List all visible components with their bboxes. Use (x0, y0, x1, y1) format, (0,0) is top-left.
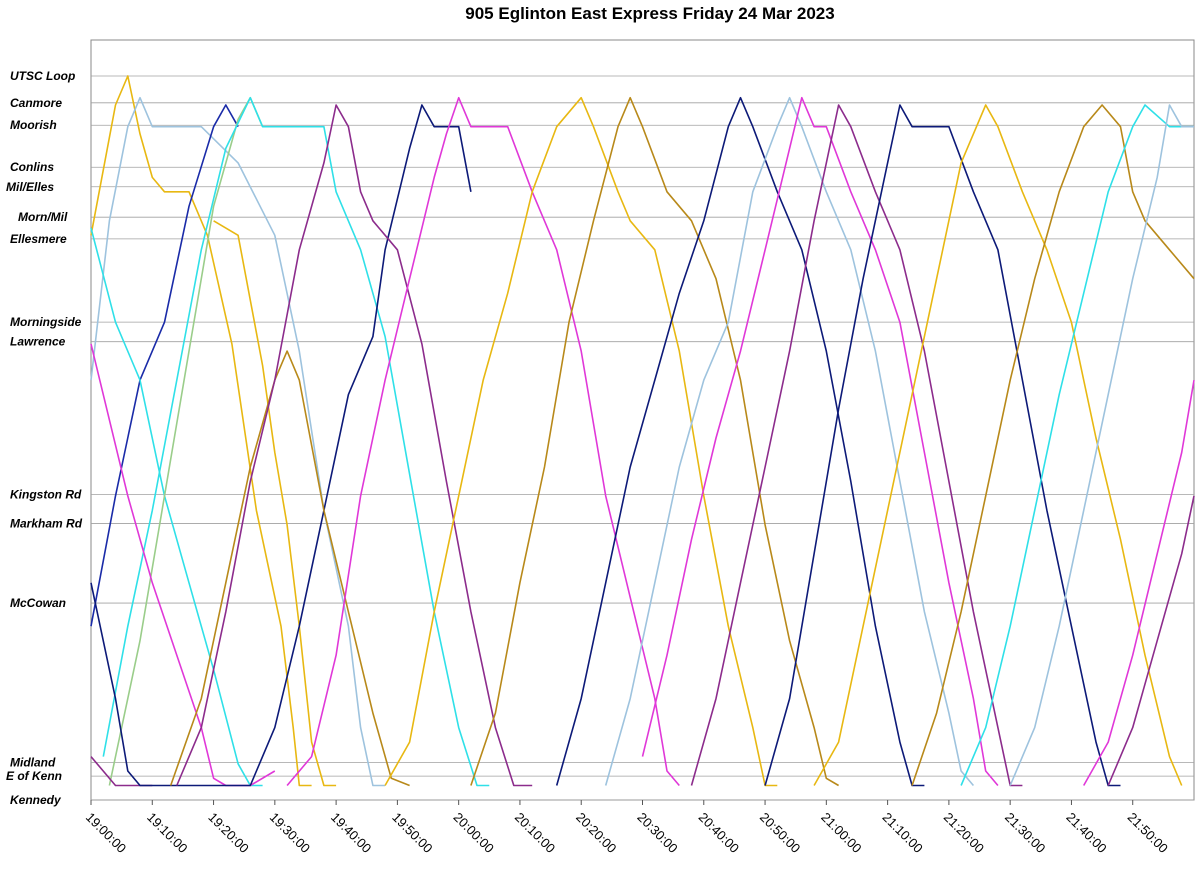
vehicle-trip-line (176, 104, 533, 787)
vehicle-trip-line (384, 96, 778, 787)
x-tick-label: 21:50:00 (1125, 810, 1171, 856)
vehicle-trip-line (1107, 495, 1195, 786)
x-tick-label: 21:40:00 (1063, 810, 1109, 856)
stop-label: Kingston Rd (10, 487, 82, 501)
vehicle-trip-line (169, 350, 410, 787)
stop-label: Morningside (10, 315, 82, 329)
stop-label: Mil/Elles (6, 180, 54, 194)
stop-labels: UTSC Loop Canmore Moorish Conlins Mil/Elles M… (6, 69, 83, 807)
x-tick-label: 19:50:00 (389, 810, 435, 856)
x-tick-label: 20:30:00 (634, 810, 680, 856)
plot-area-border (90, 39, 1195, 801)
x-tick-label: 21:30:00 (1002, 810, 1048, 856)
stop-label: Moorish (10, 118, 57, 132)
vehicle-trip-line (90, 104, 472, 787)
stop-label: Canmore (10, 96, 62, 110)
grid-lines (91, 75, 1194, 801)
vehicle-trip-line (213, 220, 337, 787)
vehicle-trip-line (90, 104, 239, 627)
chart-title: 905 Eglinton East Express Friday 24 Mar … (465, 4, 835, 23)
vehicle-trip-line (764, 104, 1121, 787)
x-tick-labels: 19:00:00 19:10:00 19:20:00 19:30:00 19:40:00… (83, 800, 1171, 856)
vehicle-trip-line (960, 104, 1194, 786)
series-lines (90, 75, 1195, 787)
vehicle-trip-line (90, 227, 263, 787)
stop-label: Lawrence (10, 335, 66, 349)
vehicle-trip-line (102, 96, 490, 787)
stop-label: Conlins (10, 160, 54, 174)
stop-label: Kennedy (10, 793, 62, 807)
stop-label: E of Kenn (6, 769, 62, 783)
x-tick-label: 20:50:00 (757, 810, 803, 856)
x-tick-label: 21:00:00 (818, 810, 864, 856)
vehicle-trip-line (1009, 104, 1194, 786)
x-tick-label: 19:30:00 (267, 810, 313, 856)
vehicle-trip-line (690, 104, 1023, 787)
stop-label: UTSC Loop (10, 69, 75, 83)
x-tick-label: 20:20:00 (573, 810, 619, 856)
x-tick-label: 21:20:00 (941, 810, 987, 856)
stop-label: Markham Rd (10, 516, 83, 530)
vehicle-trip-line (555, 96, 925, 787)
vehicle-trip-line (641, 96, 999, 787)
vehicle-trip-line (90, 756, 153, 787)
vehicle-trip-line (813, 104, 1183, 786)
vehicle-trip-line (470, 96, 840, 787)
x-tick-label: 21:10:00 (879, 810, 925, 856)
vehicle-trip-line (604, 96, 975, 787)
vehicle-trip-line (90, 75, 312, 787)
x-tick-label: 20:10:00 (512, 810, 558, 856)
x-tick-label: 19:00:00 (83, 810, 129, 856)
stop-label: Morn/Mil (18, 210, 68, 224)
x-tick-label: 19:20:00 (205, 810, 251, 856)
stop-label: Midland (10, 755, 56, 769)
vehicle-trip-line (90, 96, 386, 787)
stop-label: Ellesmere (10, 232, 67, 246)
stop-label: McCowan (10, 596, 66, 610)
x-tick-label: 19:10:00 (144, 810, 190, 856)
x-tick-label: 20:40:00 (696, 810, 742, 856)
vehicle-trip-line (911, 104, 1195, 786)
vehicle-trip-line (286, 96, 680, 787)
x-tick-label: 20:00:00 (451, 810, 497, 856)
x-tick-label: 19:40:00 (328, 810, 374, 856)
vehicle-trip-line (1083, 379, 1195, 786)
